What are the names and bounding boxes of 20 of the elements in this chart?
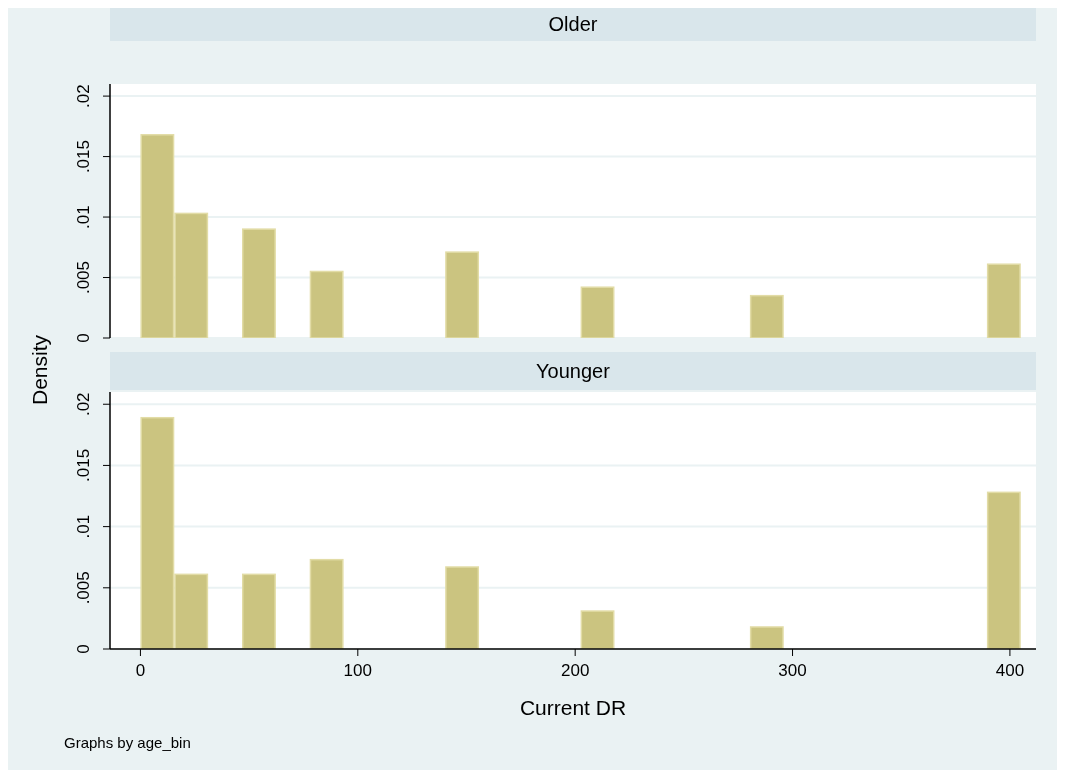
y-tick-label: .02 — [74, 392, 93, 417]
y-tick-label: 0 — [74, 644, 93, 654]
y-tick-label: .02 — [74, 84, 93, 108]
x-axis-title: Current DR — [518, 696, 628, 720]
x-tick-label: 200 — [560, 661, 590, 680]
x-tick-label: 400 — [995, 661, 1025, 680]
x-tick-label: 300 — [778, 661, 807, 680]
x-tick-label: 100 — [343, 661, 372, 680]
y-tick-label: .01 — [74, 514, 93, 539]
y-tick-label: .01 — [74, 205, 93, 229]
y-tick-label: .005 — [74, 260, 93, 295]
y-tick-label: .015 — [74, 140, 93, 174]
y-tick-label: .015 — [74, 448, 93, 482]
y-axis-title: Density — [27, 334, 52, 407]
x-tick-label: 0 — [135, 661, 146, 680]
y-tick-label: .005 — [74, 571, 93, 605]
text: Graphs by age_bin — [64, 734, 191, 751]
y-tick-label: 0 — [74, 333, 93, 343]
chart-title: Younger — [110, 352, 1036, 390]
chart-title: Older — [110, 8, 1036, 41]
